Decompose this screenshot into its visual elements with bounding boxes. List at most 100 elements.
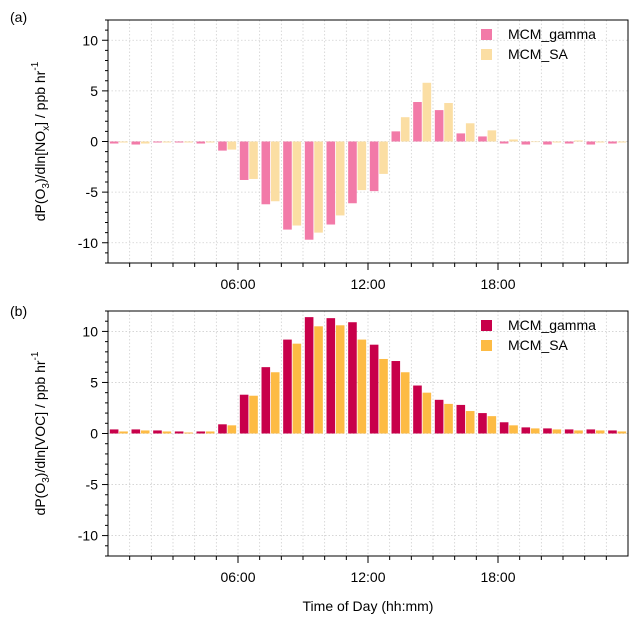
bar-mcm-sa (357, 339, 367, 434)
panel-a: -10 -5 0 5 10 06:00 12:00 18:00 (a) dP(O3)/dln[NO… (10, 9, 629, 292)
bar-mcm-sa (335, 325, 345, 434)
bar-mcm-sa (335, 141, 345, 216)
bar-mcm-gamma (521, 427, 531, 434)
bar-mcm-gamma (261, 367, 271, 434)
bar-mcm-sa (530, 428, 540, 434)
bar-mcm-gamma (499, 422, 509, 434)
y-tick-label: 5 (90, 83, 98, 99)
bar-mcm-gamma (543, 428, 552, 434)
y-tick-label: -5 (86, 184, 99, 200)
bar-mcm-gamma (283, 339, 292, 434)
bar-mcm-sa (357, 141, 367, 191)
bar-mcm-gamma (391, 361, 401, 434)
y-tick-label: 5 (90, 374, 98, 390)
bar-mcm-sa (595, 141, 605, 143)
x-axis-label: Time of Day (hh:mm) (303, 598, 434, 614)
bar-mcm-gamma (413, 102, 422, 142)
bar-mcm-gamma (153, 141, 162, 143)
x-tick-label: 06:00 (220, 276, 255, 292)
bar-mcm-gamma (283, 141, 292, 230)
bar-mcm-sa (509, 425, 518, 434)
legend-label: MCM_gamma (508, 26, 596, 42)
bar-mcm-sa (444, 403, 453, 434)
bar-mcm-sa (119, 431, 128, 434)
bar-mcm-sa (552, 141, 562, 143)
bar-mcm-sa (465, 411, 475, 434)
bar-mcm-gamma (586, 429, 596, 434)
panel-b: -10 -5 0 5 10 06:00 12:00 18:00 (b) dP(O3)/dln[VO… (10, 303, 629, 614)
bar-mcm-gamma (109, 141, 119, 144)
bar-mcm-sa (292, 343, 302, 434)
bar-mcm-gamma (348, 322, 357, 434)
legend-label: MCM_gamma (508, 317, 596, 333)
y-axis-label-part: ] / ppb hr (32, 70, 48, 126)
bar-mcm-sa (422, 82, 432, 142)
legend-label: MCM_SA (508, 337, 569, 353)
bar-mcm-sa (400, 117, 410, 142)
y-tick-label: 10 (82, 32, 98, 48)
bar-mcm-gamma (196, 431, 206, 434)
y-axis-label-part: -1 (30, 351, 41, 360)
bar-mcm-gamma (521, 141, 531, 145)
bar-mcm-gamma (434, 399, 444, 434)
y-tick-label: 0 (90, 426, 98, 442)
x-tick-label: 18:00 (480, 569, 515, 585)
legend-swatch (481, 29, 492, 40)
bar-mcm-gamma (608, 430, 617, 434)
bar-mcm-gamma (456, 133, 466, 142)
bar-mcm-gamma (131, 141, 141, 145)
y-axis-label-part: 3 (41, 183, 52, 189)
bar-mcm-sa (314, 326, 323, 434)
legend-swatch (481, 320, 492, 331)
bar-mcm-gamma (109, 429, 119, 434)
bar-mcm-gamma (131, 429, 141, 434)
y-tick-label: -5 (86, 477, 99, 493)
bar-mcm-gamma (369, 141, 379, 192)
bar-mcm-gamma (261, 141, 271, 205)
bar-mcm-sa (205, 431, 215, 434)
bar-mcm-gamma (608, 141, 617, 144)
x-tick-label: 18:00 (480, 276, 515, 292)
bar-mcm-sa (422, 392, 432, 434)
bar-mcm-gamma (478, 136, 487, 142)
legend-swatch (481, 340, 492, 351)
bar-mcm-sa (400, 372, 410, 434)
bar-mcm-sa (595, 430, 605, 434)
bar-mcm-gamma (326, 318, 336, 434)
bar-mcm-sa (574, 140, 583, 142)
bar-mcm-sa (574, 430, 583, 434)
bar-mcm-gamma (304, 141, 314, 240)
bar-mcm-sa (487, 416, 497, 434)
y-axis-label-part: -1 (30, 61, 41, 70)
bar-mcm-gamma (218, 424, 227, 434)
y-axis-label-part: )/dln[VOC] / ppb hr (32, 360, 48, 477)
bar-mcm-sa (314, 141, 323, 233)
bar-mcm-gamma (586, 141, 596, 145)
bar-mcm-sa (249, 395, 258, 434)
bar-mcm-gamma (434, 110, 444, 142)
bar-mcm-gamma (391, 131, 401, 142)
bar-mcm-sa (617, 141, 627, 143)
bar-mcm-gamma (153, 430, 162, 434)
y-axis-label-part: dP(O (32, 483, 48, 516)
bar-mcm-gamma (478, 413, 487, 434)
bar-mcm-sa (465, 123, 475, 142)
bar-mcm-gamma (564, 141, 574, 144)
bar-mcm-gamma (326, 141, 336, 225)
bar-mcm-gamma (239, 141, 249, 180)
bar-mcm-sa (249, 141, 258, 179)
bar-mcm-sa (227, 141, 237, 150)
bar-mcm-gamma (304, 317, 314, 434)
bar-mcm-sa (379, 141, 388, 174)
bar-mcm-sa (140, 430, 150, 434)
bar-mcm-gamma (413, 385, 422, 434)
bar-mcm-sa (487, 130, 497, 142)
y-axis-label-part: 3 (41, 477, 52, 483)
bar-mcm-sa (617, 431, 627, 434)
bar-mcm-sa (119, 141, 128, 143)
bar-mcm-sa (270, 141, 280, 202)
bar-mcm-sa (162, 431, 172, 434)
bar-mcm-sa (184, 141, 193, 143)
bar-mcm-gamma (218, 141, 227, 151)
y-tick-label: 0 (90, 134, 98, 150)
